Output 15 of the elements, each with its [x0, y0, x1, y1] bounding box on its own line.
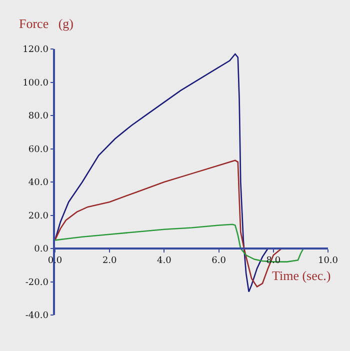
y-tick-label: 0.0 — [34, 244, 49, 255]
y-tick-label: 40.0 — [28, 178, 49, 188]
y-tick-label: 100.0 — [22, 78, 49, 88]
y-tick-label: 120.0 — [22, 45, 49, 56]
x-tick-label: 10.0 — [318, 256, 338, 266]
x-axis-title: Time (sec.) — [272, 268, 331, 283]
y-tick-label: -20.0 — [25, 278, 49, 288]
y-tick-label: 80.0 — [28, 112, 49, 122]
x-tick-label: 4.0 — [157, 256, 172, 266]
y-tick-label: 60.0 — [28, 144, 49, 155]
x-tick-label: 6.0 — [212, 256, 226, 266]
y-axis-title: Force (g) — [19, 16, 74, 31]
y-tick-label: -40.0 — [25, 311, 49, 322]
y-tick-label: 20.0 — [28, 211, 49, 222]
x-tick-label: 2.0 — [102, 256, 118, 266]
